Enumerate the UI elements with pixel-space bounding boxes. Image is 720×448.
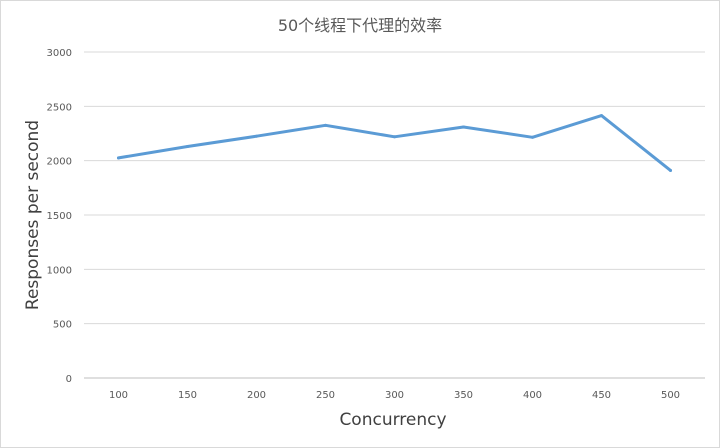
data-point [531, 135, 534, 139]
x-tick-label: 300 [385, 390, 404, 401]
y-tick-labels: 0 500 1000 1500 2000 2500 3000 [47, 48, 72, 385]
data-point [186, 145, 189, 149]
chart-title: 50个线程下代理的效率 [278, 16, 442, 35]
y-tick-label: 500 [53, 320, 72, 331]
series-line [117, 114, 672, 172]
y-tick-label: 0 [66, 374, 72, 385]
x-tick-label: 250 [316, 390, 335, 401]
gridlines [84, 51, 705, 379]
x-tick-label: 100 [109, 390, 128, 401]
y-tick-label: 3000 [47, 48, 72, 59]
data-point [117, 156, 120, 160]
y-axis-label: Responses per second [23, 120, 43, 310]
data-point [255, 134, 258, 138]
series-layer [117, 114, 672, 172]
x-axis-label: Concurrency [339, 410, 446, 430]
data-point [669, 168, 672, 172]
y-tick-label: 1500 [47, 211, 72, 222]
data-point [324, 123, 327, 127]
x-tick-label: 500 [661, 390, 680, 401]
x-tick-label: 450 [592, 390, 611, 401]
y-tick-label: 2000 [47, 157, 72, 168]
x-tick-label: 350 [454, 390, 473, 401]
data-point [393, 135, 396, 139]
y-tick-label: 1000 [47, 265, 72, 276]
x-tick-label: 200 [247, 390, 266, 401]
y-tick-label: 2500 [47, 102, 72, 113]
x-tick-label: 400 [523, 390, 542, 401]
data-point [600, 114, 603, 118]
x-tick-label: 150 [178, 390, 197, 401]
data-point [462, 125, 465, 129]
x-tick-labels: 100 150 200 250 300 350 400 450 500 [109, 390, 680, 401]
